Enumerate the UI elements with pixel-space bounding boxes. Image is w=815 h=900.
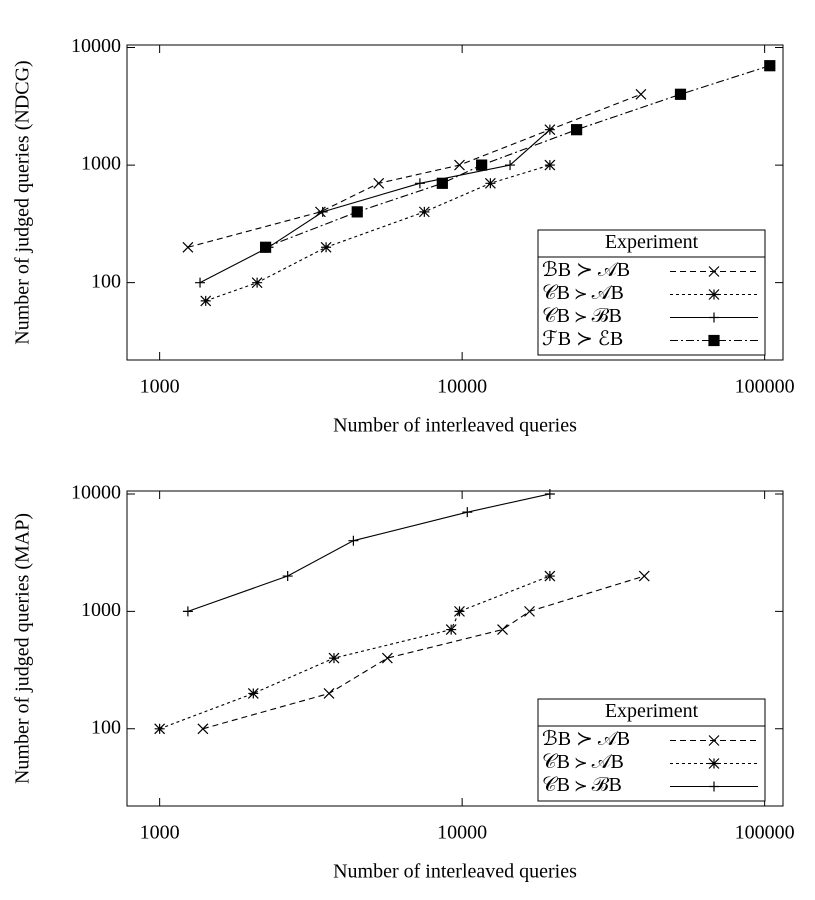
marker — [524, 605, 535, 617]
marker — [414, 178, 425, 189]
series-line — [205, 164, 551, 302]
legend-title: Experiment — [605, 231, 699, 253]
x-tick-label: 10000 — [437, 376, 487, 398]
marker — [476, 159, 488, 171]
marker — [462, 507, 473, 518]
marker — [544, 124, 555, 135]
marker — [445, 624, 457, 635]
marker — [154, 723, 166, 735]
marker — [381, 652, 393, 664]
marker — [505, 160, 516, 171]
marker — [197, 723, 209, 735]
legend-label: ℬB ≻ 𝒜B — [542, 259, 630, 281]
marker — [373, 177, 385, 189]
plot-frame — [126, 44, 784, 361]
legend-box — [537, 229, 766, 356]
legend-marker — [708, 289, 720, 300]
chart: 1000 10000 100000 100 1000 10000 Number of int… — [12, 482, 795, 883]
marker — [544, 159, 556, 171]
marker — [317, 206, 328, 217]
series-line — [187, 93, 642, 248]
marker — [635, 88, 647, 100]
y-tick-label: 1000 — [81, 153, 121, 175]
marker — [764, 60, 776, 72]
legend-box — [537, 698, 766, 802]
marker — [544, 488, 555, 499]
y-axis-label: Number of judged queries (MAP) — [12, 513, 34, 784]
legend-title: Experiment — [605, 700, 699, 722]
x-tick-label: 1000 — [140, 376, 180, 398]
marker — [454, 605, 465, 617]
x-tick-label: 1000 — [140, 822, 180, 844]
legend-label: 𝒞B ≻ 𝒜B — [542, 751, 624, 773]
series-line — [187, 493, 550, 612]
series-line — [265, 65, 770, 248]
legend-label: 𝒞B ≻ ℬB — [542, 305, 622, 327]
y-tick-label: 100 — [91, 716, 121, 738]
legend-marker — [709, 781, 719, 792]
legend-label: ℱB ≻ ℰB — [542, 328, 623, 350]
legend-label: 𝒞B ≻ ℬB — [542, 774, 622, 796]
legend-marker — [708, 735, 720, 746]
marker — [195, 277, 206, 288]
marker — [247, 688, 259, 699]
x-tick-label: 100000 — [735, 822, 795, 844]
marker — [182, 241, 194, 253]
legend-label: 𝒞B ≻ 𝒜B — [542, 282, 624, 304]
legend-marker — [708, 334, 720, 347]
marker — [454, 159, 465, 171]
marker — [320, 241, 332, 253]
x-tick-label: 100000 — [735, 376, 795, 398]
y-tick-label: 10000 — [71, 35, 121, 57]
x-axis-label: Number of interleaved queries — [333, 415, 577, 437]
marker — [348, 535, 359, 546]
marker — [497, 624, 508, 635]
y-axis-label: Number of judged queries (NDCG) — [12, 60, 34, 344]
series-line — [202, 575, 645, 730]
marker — [323, 688, 335, 699]
marker — [544, 570, 556, 582]
marker — [418, 206, 430, 218]
marker — [200, 295, 212, 307]
x-tick-label: 10000 — [437, 822, 487, 844]
marker — [674, 88, 687, 100]
legend-marker — [709, 312, 719, 323]
marker — [436, 177, 448, 189]
x-axis-label: Number of interleaved queries — [333, 861, 577, 883]
marker — [259, 241, 272, 253]
marker — [484, 177, 496, 189]
series-line — [199, 129, 551, 284]
y-tick-label: 100 — [91, 270, 121, 292]
y-tick-label: 1000 — [81, 599, 121, 621]
legend-marker — [708, 758, 720, 769]
marker — [251, 277, 263, 289]
plot-frame — [126, 490, 784, 807]
marker — [638, 570, 650, 582]
marker — [182, 606, 193, 617]
y-tick-label: 10000 — [71, 482, 121, 504]
chart: 1000 10000 100000 100 1000 10000 Number of int… — [12, 35, 795, 437]
legend-marker — [708, 266, 720, 277]
legend-label: ℬB ≻ 𝒜B — [542, 728, 630, 750]
series-line — [159, 575, 551, 730]
marker — [571, 124, 583, 136]
marker — [328, 652, 340, 664]
marker — [351, 206, 363, 218]
marker — [282, 571, 293, 582]
